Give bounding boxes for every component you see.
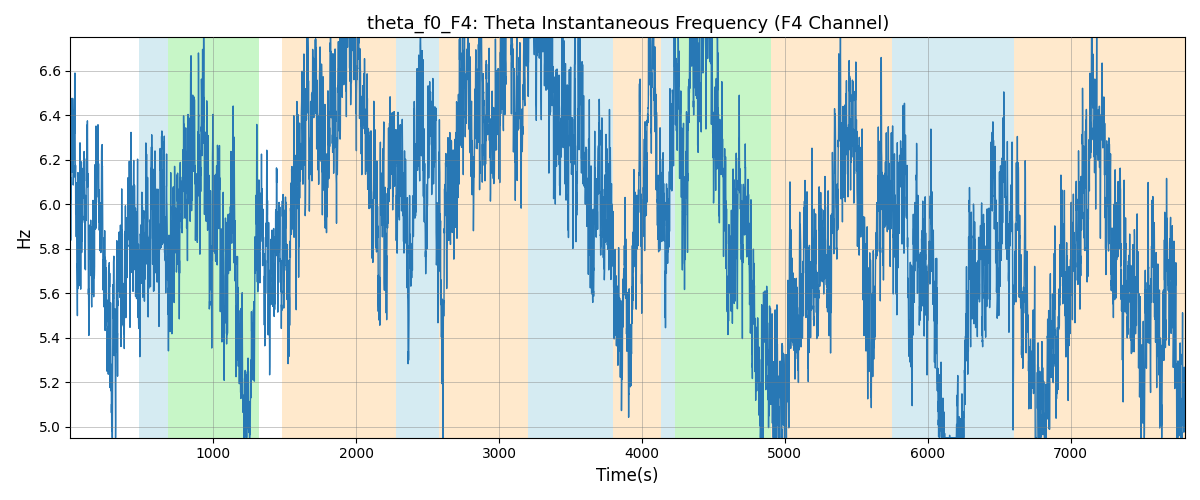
Bar — [674, 38, 770, 438]
Bar — [528, 38, 613, 438]
Bar — [168, 38, 259, 438]
Title: theta_f0_F4: Theta Instantaneous Frequency (F4 Channel): theta_f0_F4: Theta Instantaneous Frequen… — [366, 15, 889, 34]
Bar — [139, 38, 168, 438]
Y-axis label: Hz: Hz — [14, 227, 32, 248]
Bar — [282, 38, 396, 438]
Bar — [439, 38, 528, 438]
Bar — [892, 38, 906, 438]
Bar — [770, 38, 892, 438]
Bar — [1014, 38, 1186, 438]
Bar — [660, 38, 674, 438]
X-axis label: Time(s): Time(s) — [596, 467, 659, 485]
Bar — [396, 38, 439, 438]
Bar — [906, 38, 1014, 438]
Bar — [613, 38, 660, 438]
